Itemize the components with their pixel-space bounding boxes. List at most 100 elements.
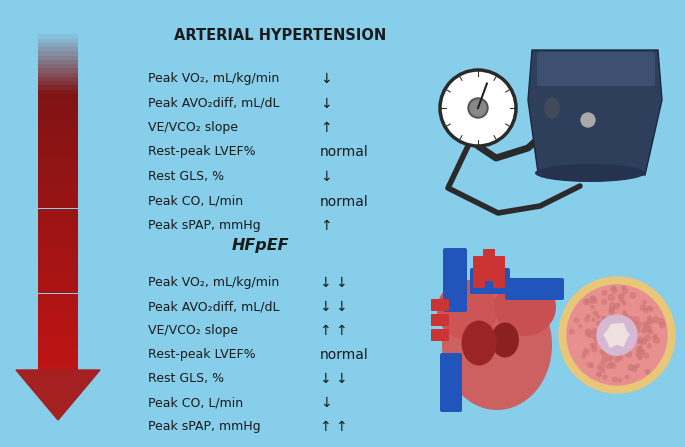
- Bar: [38, 115, 78, 119]
- Circle shape: [594, 337, 599, 342]
- Text: normal: normal: [320, 146, 369, 160]
- Circle shape: [619, 379, 622, 382]
- Circle shape: [591, 329, 597, 334]
- Bar: [38, 294, 78, 298]
- Circle shape: [629, 316, 634, 321]
- Circle shape: [610, 363, 616, 368]
- Bar: [38, 34, 78, 38]
- Bar: [38, 132, 78, 136]
- Text: Rest GLS, %: Rest GLS, %: [148, 170, 224, 183]
- Circle shape: [590, 344, 593, 347]
- Circle shape: [634, 317, 639, 321]
- Bar: [38, 204, 78, 208]
- Text: Peak VO₂, mL/kg/min: Peak VO₂, mL/kg/min: [148, 276, 279, 289]
- Circle shape: [647, 344, 651, 348]
- Circle shape: [468, 98, 488, 118]
- Circle shape: [601, 358, 606, 363]
- Ellipse shape: [491, 322, 519, 358]
- Text: ↓: ↓: [320, 170, 332, 184]
- Bar: [38, 332, 78, 336]
- Text: Rest-peak LVEF%: Rest-peak LVEF%: [148, 348, 256, 361]
- Circle shape: [611, 286, 616, 291]
- Bar: [38, 298, 78, 302]
- Circle shape: [641, 329, 645, 333]
- Circle shape: [600, 350, 603, 354]
- Bar: [38, 238, 78, 243]
- Circle shape: [602, 291, 607, 295]
- Circle shape: [636, 322, 642, 327]
- Text: ↑: ↑: [320, 121, 332, 135]
- Circle shape: [649, 330, 652, 334]
- Bar: [38, 336, 78, 340]
- Circle shape: [602, 352, 608, 358]
- Circle shape: [614, 304, 619, 308]
- Circle shape: [658, 319, 664, 325]
- Bar: [38, 170, 78, 174]
- Circle shape: [608, 295, 614, 300]
- Bar: [38, 140, 78, 145]
- Circle shape: [597, 315, 600, 318]
- Circle shape: [653, 334, 658, 338]
- Bar: [38, 43, 78, 47]
- Circle shape: [594, 299, 597, 303]
- Circle shape: [609, 308, 612, 311]
- Bar: [38, 72, 78, 77]
- Circle shape: [606, 356, 611, 361]
- Text: ↑ ↑: ↑ ↑: [320, 324, 347, 338]
- Circle shape: [645, 325, 651, 331]
- Bar: [38, 260, 78, 264]
- Circle shape: [645, 370, 649, 374]
- Circle shape: [575, 318, 579, 323]
- Circle shape: [640, 350, 645, 354]
- Bar: [38, 98, 78, 102]
- Ellipse shape: [545, 98, 559, 118]
- Bar: [38, 272, 78, 277]
- Circle shape: [594, 329, 598, 333]
- FancyBboxPatch shape: [493, 256, 505, 288]
- Circle shape: [588, 333, 592, 337]
- Ellipse shape: [494, 278, 556, 336]
- Bar: [38, 38, 78, 43]
- Circle shape: [618, 295, 622, 298]
- Circle shape: [586, 329, 590, 334]
- Circle shape: [569, 329, 574, 334]
- Bar: [38, 323, 78, 328]
- Circle shape: [649, 307, 653, 311]
- Text: Rest-peak LVEF%: Rest-peak LVEF%: [148, 146, 256, 159]
- Bar: [38, 55, 78, 60]
- Circle shape: [612, 377, 617, 382]
- Bar: [38, 306, 78, 311]
- Bar: [38, 64, 78, 68]
- Text: ↓: ↓: [320, 396, 332, 410]
- Circle shape: [559, 277, 675, 393]
- Circle shape: [623, 311, 626, 314]
- FancyBboxPatch shape: [470, 268, 510, 294]
- Bar: [38, 349, 78, 353]
- Circle shape: [584, 317, 589, 321]
- Circle shape: [643, 308, 648, 312]
- Circle shape: [644, 321, 647, 325]
- Circle shape: [638, 340, 641, 343]
- Circle shape: [636, 364, 639, 367]
- Bar: [38, 174, 78, 179]
- Circle shape: [600, 368, 605, 373]
- Polygon shape: [604, 324, 629, 347]
- Circle shape: [644, 327, 649, 333]
- Ellipse shape: [538, 90, 582, 146]
- FancyBboxPatch shape: [431, 299, 449, 311]
- Circle shape: [590, 364, 594, 367]
- Polygon shape: [16, 370, 100, 420]
- Bar: [38, 243, 78, 247]
- Bar: [38, 268, 78, 272]
- Text: Rest GLS, %: Rest GLS, %: [148, 372, 224, 385]
- Circle shape: [591, 296, 595, 300]
- Circle shape: [636, 352, 643, 358]
- Circle shape: [643, 323, 649, 328]
- Circle shape: [618, 356, 623, 360]
- Circle shape: [637, 337, 642, 342]
- Bar: [38, 191, 78, 196]
- Circle shape: [583, 351, 586, 355]
- Circle shape: [609, 362, 614, 367]
- Circle shape: [606, 363, 611, 368]
- Bar: [38, 179, 78, 183]
